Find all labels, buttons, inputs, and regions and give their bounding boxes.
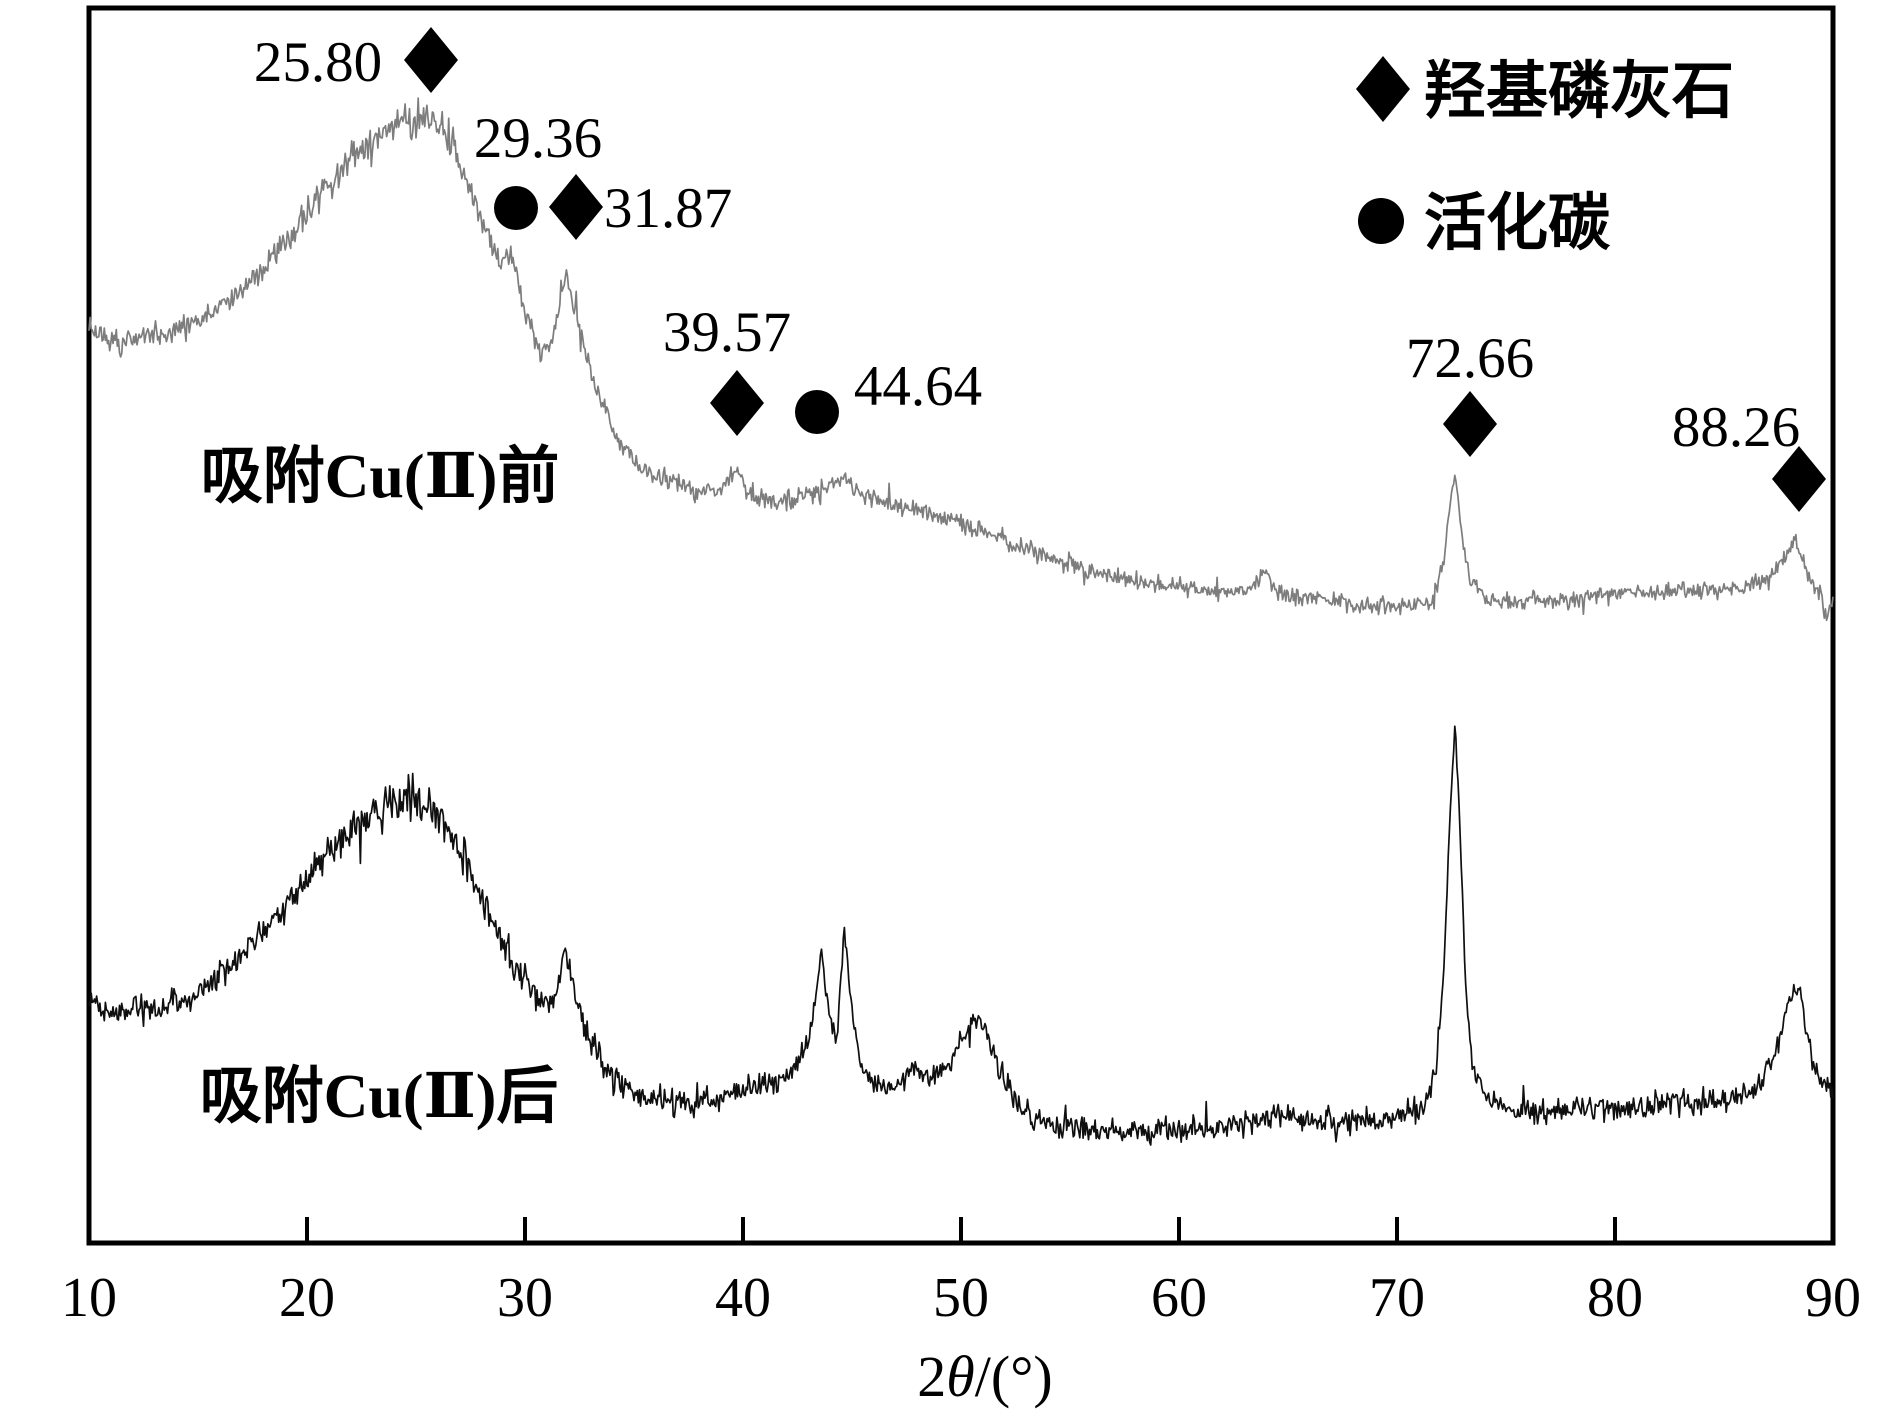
peak-label: 25.80 [254,31,382,94]
x-axis-title: 2θ/(°) [917,1344,1052,1409]
x-tick-label: 90 [1805,1267,1861,1329]
legend-label-activated-carbon: 活化碳 [1424,189,1611,258]
circle-icon [795,390,839,434]
peak-label: 29.36 [474,107,602,170]
x-tick-label: 40 [715,1267,771,1329]
curve-after-adsorption [88,725,1834,1146]
x-axis-title-part: 2 [917,1344,946,1409]
x-tick-label: 80 [1587,1267,1643,1329]
circle-icon [494,186,538,230]
peak-label: 44.64 [854,355,982,418]
diamond-icon [1443,391,1497,457]
x-tick-label: 10 [61,1267,117,1329]
series-curves [88,97,1834,1146]
peak-label: 31.87 [604,177,732,240]
legend: 羟基磷灰石 活化碳 [1356,56,1734,258]
legend-label-hydroxyapatite: 羟基磷灰石 [1424,57,1734,126]
x-tick-label: 50 [933,1267,989,1329]
peak-label: 88.26 [1672,396,1800,459]
diamond-icon [1356,56,1410,122]
curve-before-adsorption [88,97,1834,622]
diamond-icon [549,174,603,240]
x-tick-label: 70 [1369,1267,1425,1329]
peak-label: 72.66 [1406,327,1534,390]
circle-icon [1358,198,1404,244]
x-tick-label: 60 [1151,1267,1207,1329]
x-axis-tick-labels: 10 20 30 40 50 60 70 80 90 [61,1267,1861,1329]
series-label-before: 吸附Cu(Ⅱ)前 [201,442,560,511]
diamond-icon [1772,446,1826,512]
x-axis-title-part-theta: θ [946,1344,975,1409]
diamond-icon [404,27,458,93]
diamond-icon [710,370,764,436]
x-axis-ticks [87,1217,1835,1243]
peak-label: 39.57 [663,301,791,364]
x-tick-label: 20 [279,1267,335,1329]
x-tick-label: 30 [497,1267,553,1329]
series-label-after: 吸附Cu(Ⅱ)后 [200,1062,559,1131]
x-axis-title-part: /(°) [975,1344,1053,1409]
